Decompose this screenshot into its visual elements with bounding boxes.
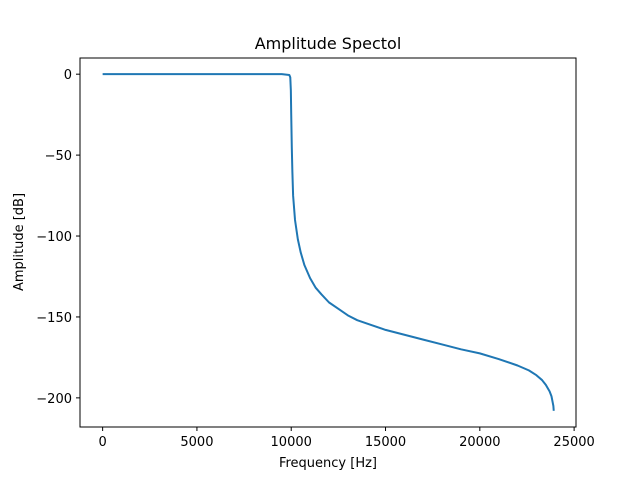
y-axis-ticks: 0 −50 −100 −150 −200 xyxy=(36,68,80,407)
y-tick-label: −100 xyxy=(36,230,72,245)
y-tick-label: −50 xyxy=(45,149,72,164)
x-tick-label: 15000 xyxy=(365,435,406,450)
x-axis-label: Frequency [Hz] xyxy=(279,456,377,471)
x-tick-label: 5000 xyxy=(180,435,213,450)
plot-frame xyxy=(79,57,577,428)
x-tick-label: 10000 xyxy=(271,435,312,450)
y-tick-label: −150 xyxy=(36,311,72,326)
x-tick-label: 20000 xyxy=(459,435,500,450)
series-line xyxy=(102,73,555,411)
plot-area xyxy=(102,73,555,411)
y-axis-label: Amplitude [dB] xyxy=(12,193,27,291)
y-tick-label: −200 xyxy=(36,392,72,407)
x-axis-ticks: 0 5000 10000 15000 20000 25000 xyxy=(98,427,595,450)
y-tick-label: 0 xyxy=(64,68,72,83)
x-tick-label: 0 xyxy=(98,435,106,450)
chart-title: Amplitude Spectol xyxy=(255,34,402,53)
x-tick-label: 25000 xyxy=(553,435,594,450)
